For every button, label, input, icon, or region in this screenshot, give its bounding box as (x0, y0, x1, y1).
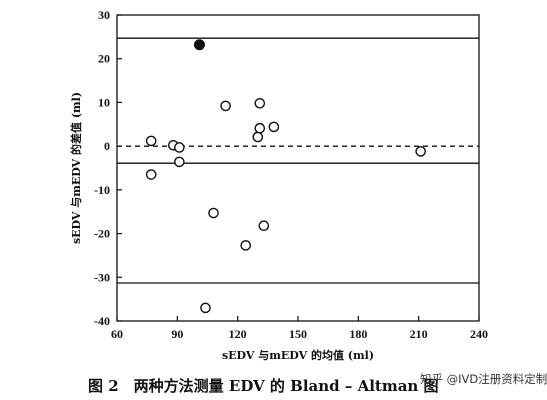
x-tick-label: 90 (171, 327, 183, 341)
data-point (200, 302, 211, 314)
x-tick-label: 60 (111, 327, 123, 341)
watermark-text: 知乎 @IVD注册资料定制 (420, 372, 547, 386)
x-tick-label: 120 (229, 327, 247, 341)
figure-caption: 图 2 两种方法测量 EDV 的 Bland – Altman 图 (88, 377, 439, 395)
axis-ticks: 60 90 120 150 180 210 240 -40 -30 -20 -10 0 10 20 30 (94, 8, 488, 341)
y-tick-label: -30 (94, 270, 110, 284)
data-point-filled (193, 39, 205, 51)
x-tick-label: 210 (410, 327, 428, 341)
y-tick-label: 0 (104, 139, 110, 153)
y-tick-label: -40 (94, 314, 110, 328)
data-point (252, 131, 264, 143)
data-point (208, 207, 219, 219)
data-point (220, 100, 231, 112)
y-tick-label: 20 (98, 52, 110, 66)
y-tick-label: 30 (98, 8, 110, 22)
y-axis-label: sEDV 与mEDV 的差值 (ml) (69, 92, 83, 244)
data-point (258, 220, 270, 232)
y-tick-label: -10 (94, 183, 110, 197)
data-point (240, 240, 252, 251)
x-tick-label: 180 (349, 327, 367, 341)
data-point (254, 122, 266, 134)
data-point (174, 142, 185, 153)
y-tick-label: 10 (98, 95, 110, 109)
data-point (415, 146, 426, 157)
data-points (145, 39, 426, 314)
y-tick-label: -20 (94, 227, 110, 241)
data-point (254, 98, 266, 109)
x-tick-label: 150 (289, 327, 307, 341)
plot-frame (116, 14, 480, 322)
x-axis-label: sEDV 与mEDV 的均值 (ml) (222, 348, 374, 362)
data-point (145, 169, 157, 180)
data-point (174, 156, 185, 168)
data-point (145, 135, 157, 147)
data-point (268, 121, 280, 133)
reference-lines (117, 37, 479, 284)
x-tick-label: 240 (470, 327, 488, 341)
